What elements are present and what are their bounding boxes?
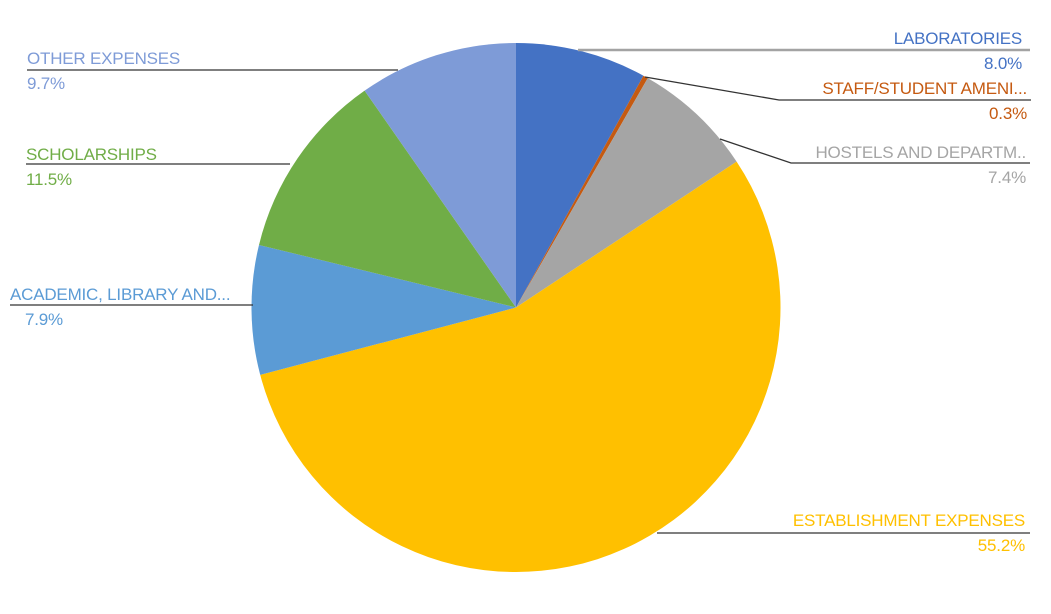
label-pct-establishment-expenses: 55.2% [977, 536, 1025, 555]
data-label-staff-student-amenities: STAFF/STUDENT AMENI... 0.3% [822, 79, 1027, 123]
label-text-scholarships: SCHOLARSHIPS [26, 145, 157, 164]
pie-slice-2[interactable] [516, 78, 737, 308]
label-pct-academic-library: 7.9% [25, 310, 63, 329]
pie-slice-1[interactable] [516, 75, 648, 308]
label-pct-staff-student-amenities: 0.3% [989, 104, 1027, 123]
label-pct-other-expenses: 9.7% [27, 74, 65, 93]
pie-slice-3[interactable] [260, 161, 781, 573]
label-text-other-expenses: OTHER EXPENSES [27, 49, 181, 68]
label-pct-hostels-departments: 7.4% [988, 168, 1026, 187]
label-text-academic-library: ACADEMIC, LIBRARY AND... [10, 285, 231, 304]
data-label-hostels-departments: HOSTELS AND DEPARTM.. 7.4% [815, 143, 1026, 187]
data-label-laboratories: LABORATORIES 8.0% [894, 29, 1022, 73]
leader-line-staff-student-amenities [644, 76, 1031, 101]
pie-slice-6[interactable] [364, 43, 516, 308]
data-label-other-expenses: OTHER EXPENSES 9.7% [27, 49, 180, 93]
data-label-scholarships: SCHOLARSHIPS 11.5% [26, 145, 157, 189]
label-pct-scholarships: 11.5% [26, 170, 72, 189]
pie-slice-4[interactable] [251, 244, 516, 375]
pie-slice-0[interactable] [516, 43, 644, 308]
label-text-establishment-expenses: ESTABLISHMENT EXPENSES [792, 511, 1025, 530]
label-text-laboratories: LABORATORIES [893, 29, 1022, 48]
label-text-hostels-departments: HOSTELS AND DEPARTM.. [815, 143, 1026, 162]
label-pct-laboratories: 8.0% [984, 54, 1022, 73]
label-text-staff-student-amenities: STAFF/STUDENT AMENI... [822, 79, 1027, 98]
data-label-establishment-expenses: ESTABLISHMENT EXPENSES 55.2% [793, 511, 1025, 555]
pie-slices-group [251, 43, 781, 573]
leader-line-hostels-departments [719, 138, 1030, 164]
pie-slice-5[interactable] [259, 90, 516, 308]
data-label-academic-library: ACADEMIC, LIBRARY AND... 7.9% [10, 285, 231, 329]
